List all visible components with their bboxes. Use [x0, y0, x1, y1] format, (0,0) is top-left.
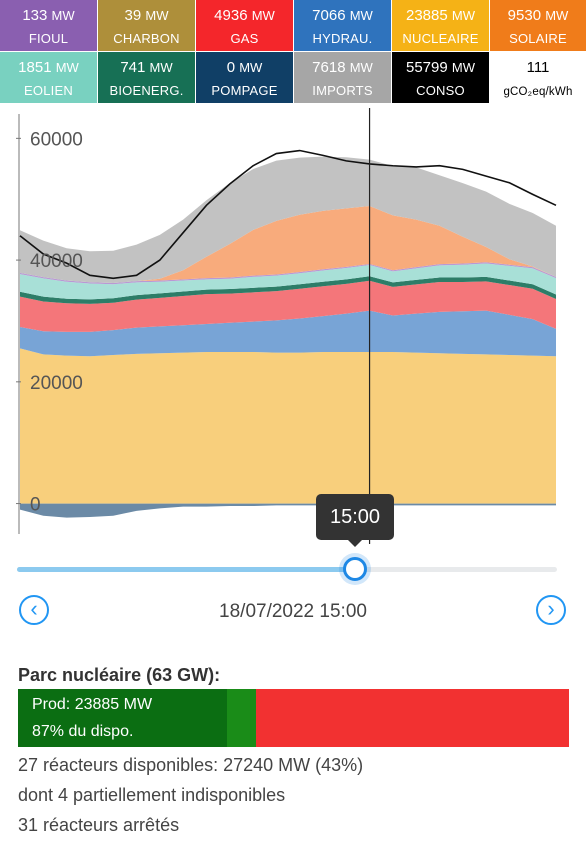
- time-tooltip: 15:00: [316, 494, 394, 547]
- area-gaz: [20, 280, 556, 332]
- tile-unit: MW: [251, 8, 275, 23]
- tile-hydrau: 7066 MW HYDRAU.: [294, 0, 391, 51]
- tile-unit: MW: [145, 8, 169, 23]
- nuclear-park-title: Parc nucléaire (63 GW):: [18, 665, 221, 685]
- tile-value: 4936: [214, 7, 248, 24]
- prev-day-button[interactable]: ‹: [19, 595, 49, 625]
- time-slider[interactable]: [17, 557, 557, 581]
- current-datetime: 18/07/2022 15:00: [219, 601, 367, 622]
- area-fioul_charbon: [20, 262, 556, 285]
- tile-label: BIOENERG.: [109, 83, 184, 98]
- tooltip-label: 15:00: [329, 506, 381, 528]
- tile-label: CONSO: [416, 83, 465, 98]
- tile-value: 7066: [312, 7, 346, 24]
- tile-value: 111: [526, 59, 550, 76]
- tile-label: POMPAGE: [211, 83, 278, 98]
- tile-gas: 4936 MW GAS: [196, 0, 293, 51]
- area-hydraulique: [20, 310, 556, 357]
- y-tick-label: 60000: [30, 129, 83, 150]
- slider-thumb[interactable]: [342, 557, 367, 581]
- area-solaire: [20, 205, 556, 283]
- tile-unit: MW: [451, 8, 475, 23]
- nuclear-ratio-text: 87% du dispo.: [32, 723, 134, 740]
- consumption-line: [19, 149, 557, 280]
- chevron-right-icon: ›: [547, 596, 555, 621]
- tile-charbon: 39 MW CHARBON: [98, 0, 195, 51]
- tile-value: 741: [120, 59, 146, 76]
- nuclear-production-segment: [18, 689, 227, 747]
- tile-conso: 55799 MW CONSO: [392, 52, 489, 103]
- tile-pompage: 0 MW POMPAGE: [196, 52, 293, 103]
- tile-unit: MW: [349, 8, 373, 23]
- area-nucleaire: [20, 348, 556, 504]
- tile-bioenerg: 741 MW BIOENERG.: [98, 52, 195, 103]
- partially-unavailable-text: dont 4 partiellement indisponibles: [18, 785, 286, 805]
- available-reactors-text: 27 réacteurs disponibles: 27240 MW (43%): [18, 755, 364, 775]
- tile-label: gCO₂eq/kWh: [503, 86, 573, 98]
- tile-unit: MW: [239, 60, 263, 75]
- area-pompage: [20, 503, 556, 518]
- area-bioenergies: [20, 276, 556, 304]
- y-tick-label: 0: [30, 495, 41, 516]
- tile-imports: 7618 MW IMPORTS: [294, 52, 391, 103]
- production-area-chart[interactable]: 0 20000 40000 60000: [0, 104, 586, 544]
- area-eolien: [20, 263, 556, 300]
- nuclear-availability-bar: Prod: 23885 MW 87% du dispo.: [18, 689, 569, 747]
- tile-value: 0: [226, 59, 236, 76]
- tile-value: 1851: [18, 59, 52, 76]
- tile-value: 23885: [406, 7, 448, 24]
- tile-unit: MW: [545, 8, 569, 23]
- tile-unit: MW: [55, 60, 79, 75]
- tile-label: SOLAIRE: [509, 31, 567, 46]
- tile-solaire: 9530 MW SOLAIRE: [490, 0, 586, 51]
- stacked-areas: [19, 149, 557, 518]
- y-tick-label: 40000: [30, 251, 83, 272]
- tile-co2: 111 gCO₂eq/kWh: [490, 52, 586, 103]
- area-imports: [20, 156, 556, 283]
- nuclear-available-segment: [227, 689, 256, 747]
- tile-label: HYDRAU.: [312, 31, 373, 46]
- tile-eolien: 1851 MW EOLIEN: [0, 52, 97, 103]
- tile-nucleaire: 23885 MW NUCLEAIRE: [392, 0, 489, 51]
- tile-value: 7618: [312, 59, 346, 76]
- slider-fill: [17, 567, 355, 572]
- tile-label: FIOUL: [28, 31, 69, 46]
- tile-label: CHARBON: [113, 31, 180, 46]
- tile-unit: MW: [349, 60, 373, 75]
- tile-label: NUCLEAIRE: [402, 31, 479, 46]
- production-tiles: 133 MW FIOUL 39 MW CHARBON 4936 MW GAS 7…: [0, 0, 586, 103]
- stopped-reactors-text: 31 réacteurs arrêtés: [18, 815, 180, 835]
- tile-unit: MW: [149, 60, 173, 75]
- y-axis: 0 20000 40000 60000: [16, 114, 83, 534]
- tile-fioul: 133 MW FIOUL: [0, 0, 97, 51]
- tile-label: IMPORTS: [312, 83, 373, 98]
- tile-value: 9530: [507, 7, 542, 24]
- tile-label: EOLIEN: [24, 83, 73, 98]
- next-day-button[interactable]: ›: [536, 595, 566, 625]
- tile-value: 133: [22, 7, 48, 24]
- tile-label: GAS: [230, 31, 259, 46]
- chevron-left-icon: ‹: [30, 596, 38, 621]
- nuclear-production-text: Prod: 23885 MW: [32, 696, 153, 713]
- tile-value: 39: [124, 7, 142, 24]
- tile-unit: MW: [451, 60, 475, 75]
- tile-unit: MW: [51, 8, 75, 23]
- y-tick-label: 20000: [30, 373, 83, 394]
- tile-value: 55799: [406, 59, 448, 76]
